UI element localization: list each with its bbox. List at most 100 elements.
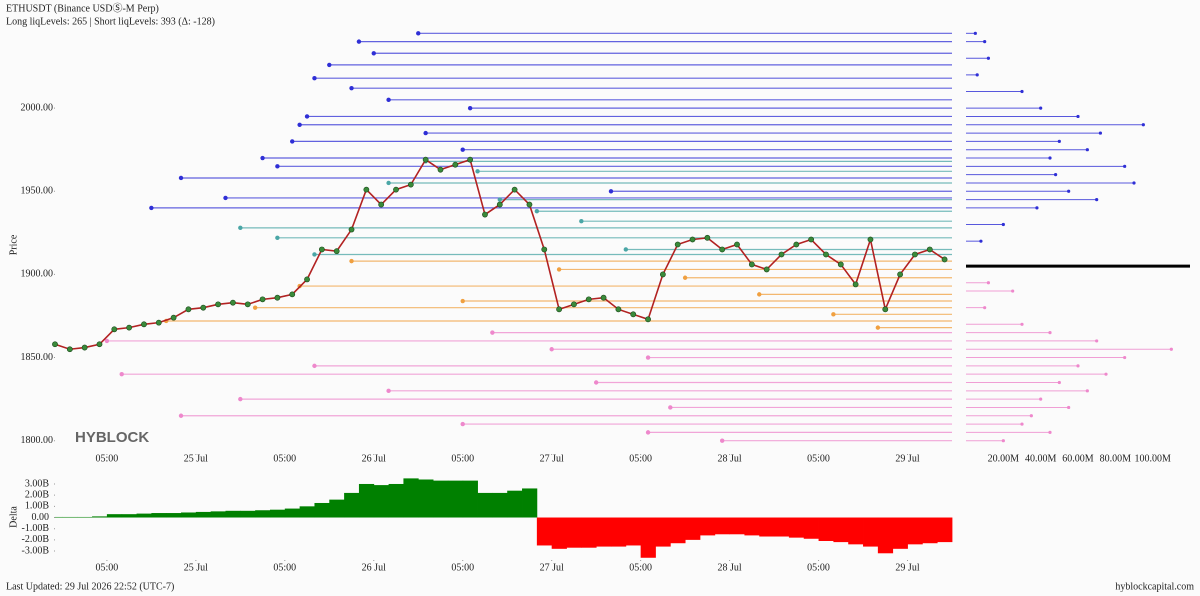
size-bar-end bbox=[1095, 339, 1099, 343]
x-tick-label: 05:00 bbox=[807, 562, 830, 573]
delta-bar bbox=[403, 478, 419, 518]
delta-bar bbox=[329, 499, 345, 518]
delta-bar bbox=[937, 517, 953, 543]
price-marker bbox=[215, 301, 221, 308]
price-marker bbox=[96, 341, 103, 348]
price-marker bbox=[81, 344, 88, 351]
size-bar-end bbox=[1048, 430, 1052, 434]
x-tick-label: 05:00 bbox=[96, 562, 119, 573]
liq-level-dot bbox=[275, 235, 280, 241]
x-tick-label: 29 Jul bbox=[895, 562, 919, 573]
delta-bar bbox=[863, 517, 879, 547]
liq-level-dot bbox=[645, 355, 651, 360]
liq-level-dot bbox=[534, 209, 540, 214]
size-bar-end bbox=[1048, 331, 1052, 335]
delta-bar bbox=[314, 502, 330, 518]
liq-level-dot bbox=[423, 130, 428, 136]
liq-level-dot bbox=[119, 371, 124, 377]
x-tick-label: 26 Jul bbox=[362, 453, 386, 464]
price-marker bbox=[422, 156, 429, 163]
delta-bar bbox=[166, 513, 182, 518]
price-marker bbox=[348, 226, 355, 233]
liq-level-dot bbox=[460, 147, 465, 152]
price-marker bbox=[467, 156, 474, 163]
x-tick-label: 05:00 bbox=[629, 453, 652, 464]
liq-level-dot bbox=[831, 312, 836, 317]
price-marker bbox=[437, 166, 444, 173]
liq-level-dot bbox=[178, 413, 184, 418]
price-marker bbox=[111, 326, 118, 333]
liq-level-dot bbox=[275, 164, 280, 169]
y-tick-label: 1900.00 bbox=[21, 269, 54, 280]
x-tick-label: 27 Jul bbox=[540, 562, 564, 573]
delta-bar bbox=[818, 517, 834, 541]
liq-level-dot bbox=[371, 51, 376, 56]
delta-bar bbox=[729, 517, 745, 535]
size-bar-end bbox=[1067, 405, 1071, 410]
delta-bar bbox=[77, 516, 93, 518]
delta-bar bbox=[136, 513, 152, 518]
size-bar-end bbox=[986, 281, 991, 285]
y-tick-label: 1800.00 bbox=[21, 435, 54, 446]
liq-level-dot bbox=[304, 114, 310, 119]
delta-bar bbox=[833, 517, 849, 543]
price-marker bbox=[363, 186, 370, 193]
footer-source: hyblockcapital.com bbox=[1115, 581, 1194, 592]
price-marker bbox=[52, 341, 58, 348]
delta-bar bbox=[240, 510, 256, 518]
delta-bar bbox=[106, 514, 123, 518]
y-tick-label: 1850.00 bbox=[21, 352, 54, 363]
size-bar-end bbox=[1141, 123, 1145, 127]
price-marker bbox=[230, 299, 236, 306]
price-marker bbox=[141, 321, 147, 328]
delta-bar bbox=[714, 517, 731, 535]
liq-level-dot bbox=[260, 155, 265, 161]
liq-level-dot bbox=[312, 76, 317, 81]
size-bar-end bbox=[1001, 222, 1005, 227]
delta-bar bbox=[433, 480, 449, 518]
size-bar-end bbox=[1095, 197, 1099, 202]
size-bar-end bbox=[983, 40, 987, 44]
size-bar-end bbox=[1048, 156, 1052, 160]
size-bar-end bbox=[1085, 389, 1089, 393]
delta-bar bbox=[195, 511, 212, 518]
price-marker bbox=[837, 261, 844, 268]
delta-bar bbox=[744, 517, 760, 536]
delta-bar bbox=[151, 513, 167, 518]
price-marker bbox=[556, 306, 562, 313]
price-marker bbox=[941, 256, 948, 263]
price-marker bbox=[600, 294, 607, 301]
watermark: HYBLOCK bbox=[75, 429, 149, 446]
price-marker bbox=[482, 211, 488, 218]
size-bar-end bbox=[1123, 355, 1127, 360]
size-bar-end bbox=[1132, 181, 1136, 185]
size-bar-end bbox=[1039, 397, 1043, 401]
delta-bar bbox=[788, 517, 805, 538]
delta-bar bbox=[625, 517, 642, 546]
liq-level-dot bbox=[475, 169, 480, 174]
price-marker bbox=[704, 234, 711, 241]
delta-bar bbox=[848, 517, 864, 545]
x-tick-label: 40.00M bbox=[1025, 453, 1057, 464]
y-tick-label: 2.00B bbox=[25, 489, 50, 500]
x-tick-label: 05:00 bbox=[273, 453, 296, 464]
delta-bar bbox=[536, 517, 553, 546]
delta-bar bbox=[344, 492, 360, 518]
price-marker bbox=[778, 251, 785, 258]
liq-level-dot bbox=[327, 62, 332, 68]
delta-bar bbox=[62, 516, 78, 518]
delta-bar bbox=[922, 517, 938, 544]
price-marker bbox=[630, 311, 637, 318]
size-bar-end bbox=[1054, 173, 1058, 177]
price-marker bbox=[155, 319, 162, 326]
price-marker bbox=[897, 271, 904, 278]
liq-level-dot bbox=[238, 396, 243, 402]
delta-bar bbox=[358, 483, 375, 518]
price-marker bbox=[185, 306, 192, 313]
price-marker bbox=[571, 301, 577, 308]
price-marker bbox=[259, 296, 266, 303]
price-marker bbox=[378, 201, 385, 208]
delta-bar bbox=[418, 479, 434, 518]
title: ETHUSDT (Binance USDⓈ-M Perp) bbox=[6, 2, 159, 14]
price-marker bbox=[170, 314, 177, 321]
